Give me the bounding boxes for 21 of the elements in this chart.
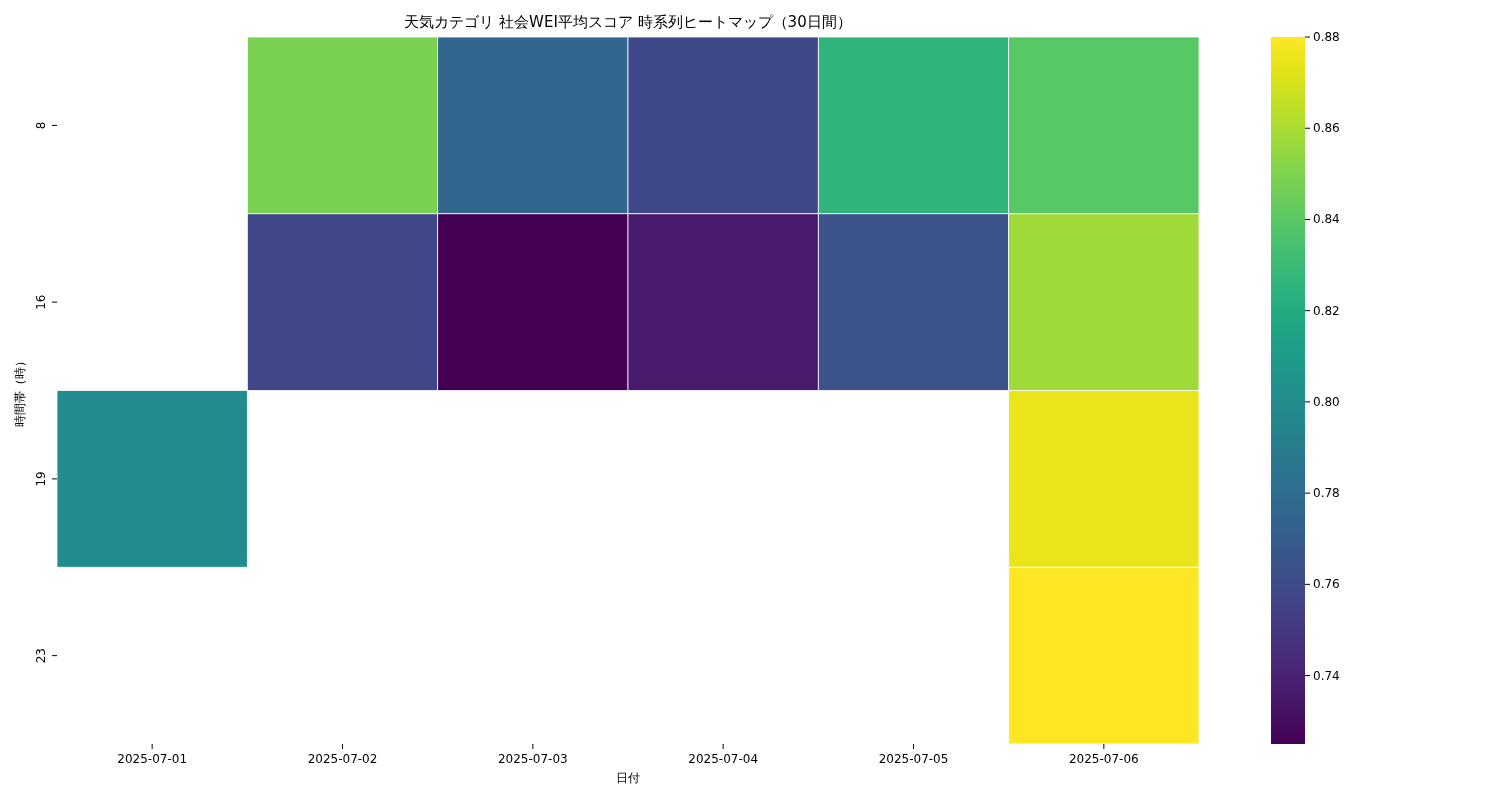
y-tick-label: 19 [34, 471, 48, 487]
y-axis-title: 時間帯（時） [13, 354, 27, 427]
color-bar-label: 0.82 [1313, 303, 1340, 318]
x-tick-label: 2025-07-06 [1068, 752, 1139, 766]
color-bar-label: 0.84 [1313, 212, 1340, 227]
color-bar-label: 0.78 [1313, 486, 1340, 501]
y-tick-label: 16 [34, 294, 48, 310]
x-tick-label: 2025-07-03 [497, 752, 568, 766]
color-bar-label: 0.80 [1313, 394, 1340, 409]
x-tick-label: 2025-07-02 [307, 752, 378, 766]
y-tick-label: 23 [34, 647, 48, 664]
color-bar-label: 0.86 [1313, 121, 1340, 136]
x-tick-label: 2025-07-04 [688, 752, 759, 766]
x-axis-title: 日付 [616, 771, 640, 785]
x-tick-label: 2025-07-05 [878, 752, 949, 766]
x-tick-label: 2025-07-01 [117, 752, 188, 766]
chart-title: 天気カテゴリ 社会WEI平均スコア 時系列ヒートマップ（30日間） [404, 13, 852, 31]
color-bar-label: 0.74 [1313, 668, 1340, 683]
color-bar-label: 0.76 [1313, 577, 1340, 592]
y-tick-label: 8 [34, 121, 48, 130]
color-bar-label: 0.88 [1313, 30, 1340, 44]
